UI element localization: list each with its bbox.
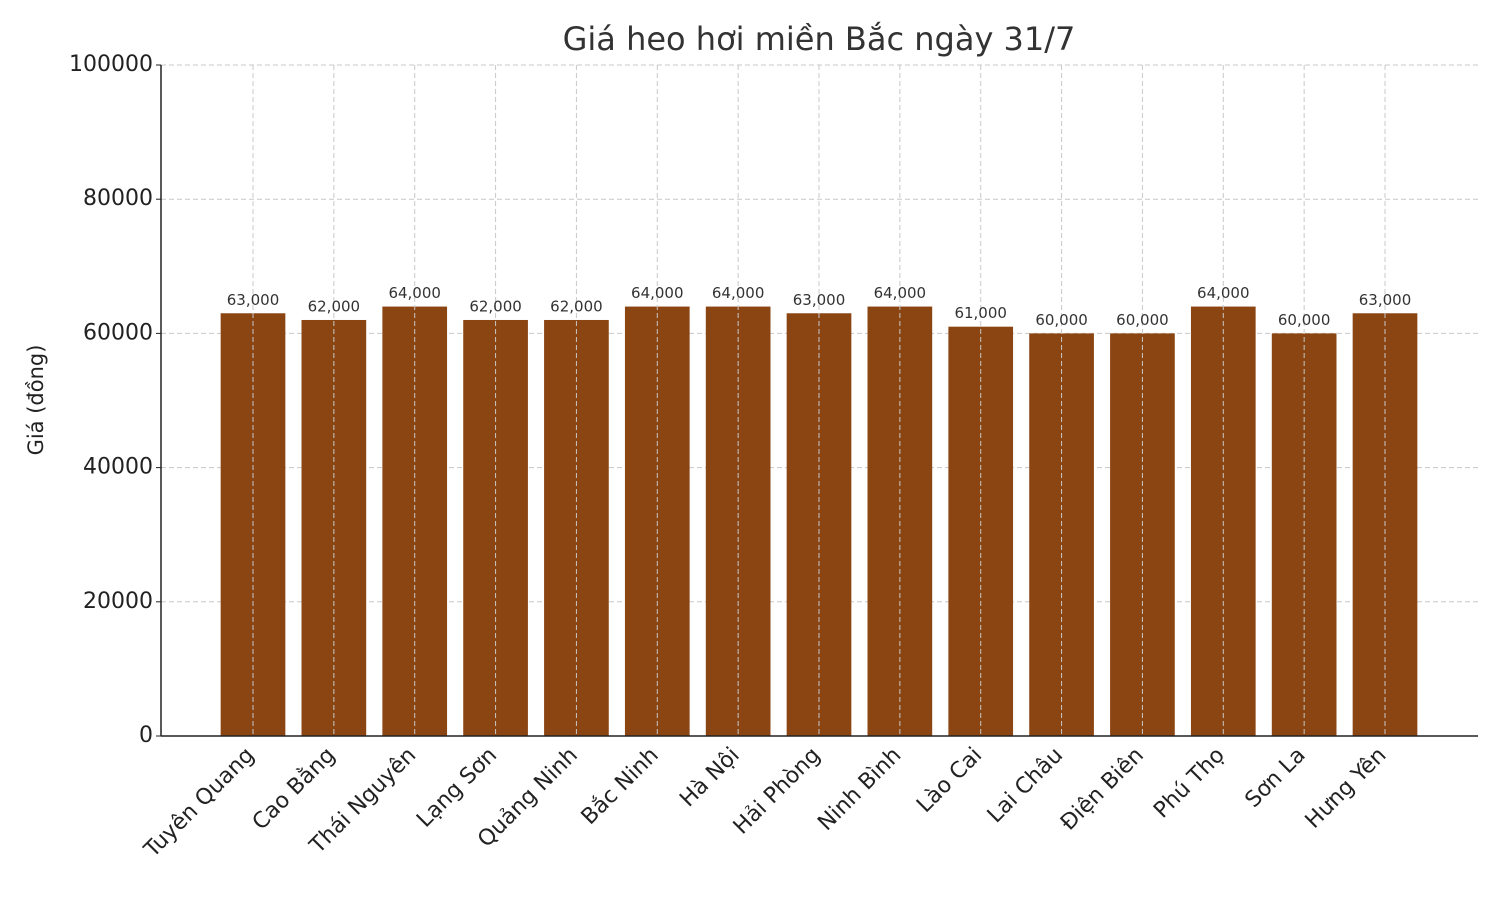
value-label: 62,000 [308,297,361,315]
y-axis-label: Giá (đồng) [24,345,48,456]
value-label: 61,000 [954,304,1007,322]
y-tick-label: 20000 [83,589,153,614]
value-label: 64,000 [631,284,684,302]
value-label: 63,000 [793,291,846,309]
value-label: 60,000 [1035,311,1088,329]
x-tick-label: Lào Cai [912,743,987,818]
value-label: 63,000 [227,291,280,309]
y-tick-label: 0 [139,723,153,748]
value-label: 64,000 [712,284,765,302]
value-label: 64,000 [1197,284,1250,302]
x-tick-label: Sơn La [1241,743,1311,813]
x-tick-label: Hải Phòng [729,743,826,840]
y-tick-label: 40000 [83,455,153,480]
x-tick-label: Phú Thọ [1149,743,1230,824]
y-tick-label: 60000 [83,320,153,345]
chart-title: Giá heo hơi miền Bắc ngày 31/7 [563,20,1076,58]
x-tick-label: Lai Châu [983,743,1068,828]
value-label: 64,000 [388,284,441,302]
y-tick-label: 80000 [83,186,153,211]
value-label: 62,000 [469,297,522,315]
value-label: 60,000 [1278,311,1331,329]
x-tick-label: Ninh Bình [813,743,906,836]
value-label: 60,000 [1116,311,1169,329]
value-label: 62,000 [550,297,603,315]
y-tick-label: 100000 [69,52,153,77]
value-label: 64,000 [874,284,927,302]
x-tick-label: Bắc Ninh [577,743,664,830]
x-tick-label: Hà Nội [675,743,744,812]
x-tick-label: Điện Biên [1056,743,1149,836]
value-label: 63,000 [1359,291,1412,309]
x-tick-label: Tuyên Quang [139,743,259,863]
x-tick-label: Hưng Yên [1301,743,1392,834]
